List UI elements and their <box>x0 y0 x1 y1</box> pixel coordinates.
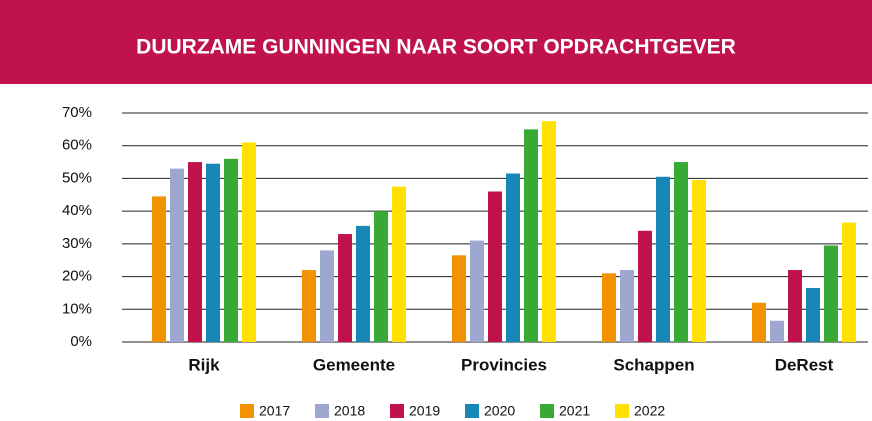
bar <box>752 302 766 342</box>
legend-swatch <box>615 404 629 418</box>
bar <box>506 173 520 342</box>
legend-swatch <box>240 404 254 418</box>
bar <box>302 270 316 342</box>
bar <box>824 245 838 342</box>
x-tick-label: Gemeente <box>313 355 395 374</box>
legend-label: 2018 <box>334 403 365 419</box>
bar <box>356 225 370 342</box>
y-tick-label: 0% <box>70 333 92 350</box>
bar <box>242 142 256 342</box>
y-tick-label: 70% <box>62 104 92 121</box>
bar <box>692 180 706 342</box>
y-tick-label: 40% <box>62 202 92 219</box>
y-tick-label: 10% <box>62 300 92 317</box>
y-tick-label: 60% <box>62 137 92 154</box>
bar <box>452 255 466 342</box>
bar <box>542 121 556 342</box>
bar <box>602 273 616 342</box>
bar <box>488 191 502 342</box>
x-tick-label: DeRest <box>775 355 834 374</box>
bar <box>656 176 670 342</box>
bar <box>788 270 802 342</box>
x-tick-label: Schappen <box>613 355 694 374</box>
bar <box>152 196 166 342</box>
bar <box>188 162 202 342</box>
bar <box>374 211 388 342</box>
bar <box>338 234 352 342</box>
chart-title: DUURZAME GUNNINGEN NAAR SOORT OPDRACHTGE… <box>136 36 736 59</box>
legend-swatch <box>540 404 554 418</box>
bar <box>620 270 634 342</box>
bar <box>806 288 820 342</box>
bar <box>638 230 652 342</box>
legend-label: 2021 <box>559 403 590 419</box>
y-tick-label: 50% <box>62 169 92 186</box>
legend-label: 2019 <box>409 403 440 419</box>
bar <box>170 168 184 342</box>
legend-swatch <box>390 404 404 418</box>
legend-label: 2017 <box>259 403 290 419</box>
x-tick-label: Provincies <box>461 355 547 374</box>
y-tick-label: 20% <box>62 268 92 285</box>
bar <box>770 320 784 342</box>
bar <box>224 158 238 342</box>
bar <box>524 129 538 342</box>
legend-label: 2020 <box>484 403 515 419</box>
bar <box>470 240 484 342</box>
bar <box>392 186 406 342</box>
bar <box>320 250 334 342</box>
x-tick-label: Rijk <box>188 355 220 374</box>
legend-label: 2022 <box>634 403 665 419</box>
bar <box>842 222 856 342</box>
legend-swatch <box>465 404 479 418</box>
legend-swatch <box>315 404 329 418</box>
y-tick-label: 30% <box>62 235 92 252</box>
bar <box>674 162 688 342</box>
header-band <box>0 0 872 84</box>
bar <box>206 163 220 342</box>
